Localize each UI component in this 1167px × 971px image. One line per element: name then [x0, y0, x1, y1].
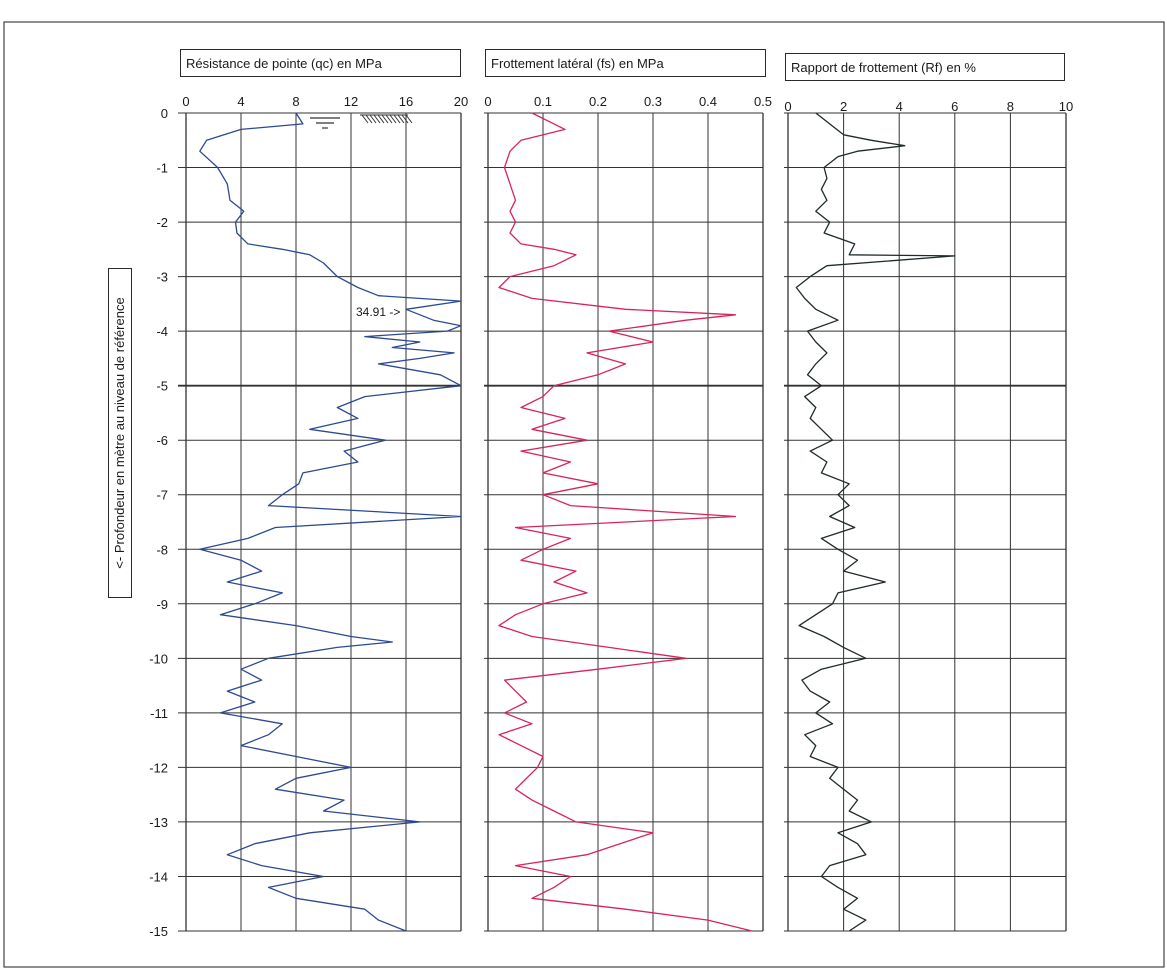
hatch-mark [385, 114, 393, 124]
x-tick-label: 0.4 [699, 94, 717, 109]
x-tick-label: 12 [344, 94, 358, 109]
hatch-mark [405, 114, 413, 124]
y-tick-label: -10 [149, 651, 168, 666]
x-tick-label: 0 [784, 99, 791, 114]
y-tick-label: -1 [156, 161, 168, 176]
hatch-mark [397, 114, 405, 124]
x-tick-label: 0.2 [589, 94, 607, 109]
hatch-mark [377, 114, 385, 124]
y-tick-label: -2 [156, 215, 168, 230]
series-line [498, 112, 753, 932]
y-tick-label: -9 [156, 597, 168, 612]
y-tick-label: -15 [149, 924, 168, 939]
hatch-mark [389, 114, 397, 124]
y-tick-label: -7 [156, 488, 168, 503]
annotation-text: 34.91 -> [356, 305, 400, 319]
x-tick-label: 10 [1059, 99, 1073, 114]
hatch-mark [401, 114, 409, 124]
x-tick-label: 16 [399, 94, 413, 109]
x-tick-label: 4 [237, 94, 244, 109]
panel-title-qc: Résistance de pointe (qc) en MPa [180, 49, 461, 77]
y-tick-label: 0 [161, 106, 168, 121]
hatch-mark [373, 114, 381, 124]
panel-title-rf: Rapport de frottement (Rf) en % [785, 53, 1065, 81]
y-tick-label: -11 [150, 706, 168, 721]
hatch-mark [393, 114, 401, 124]
x-tick-label: 6 [951, 99, 958, 114]
x-tick-label: 8 [1007, 99, 1014, 114]
x-tick-label: 8 [292, 94, 299, 109]
panel-title-fs: Frottement latéral (fs) en MPa [485, 49, 766, 77]
x-tick-label: 4 [896, 99, 903, 114]
x-tick-label: 2 [840, 99, 847, 114]
y-tick-label: -4 [156, 324, 168, 339]
x-tick-label: 0.5 [754, 94, 772, 109]
x-tick-label: 0.3 [644, 94, 662, 109]
y-tick-label: -6 [156, 433, 168, 448]
hatch-mark [381, 114, 389, 124]
series-line [199, 112, 462, 932]
x-tick-label: 0.1 [534, 94, 552, 109]
y-tick-label: -5 [156, 379, 168, 394]
x-tick-label: 0 [182, 94, 189, 109]
y-tick-label: -13 [149, 815, 168, 830]
y-tick-label: -3 [156, 270, 168, 285]
y-tick-label: -12 [149, 760, 168, 775]
y-tick-label: -8 [156, 542, 168, 557]
series-line [795, 112, 956, 932]
x-tick-label: 0 [484, 94, 491, 109]
hatch-mark [369, 114, 377, 124]
y-tick-label: -14 [149, 869, 168, 884]
hatch-mark [365, 114, 373, 124]
x-tick-label: 20 [454, 94, 468, 109]
hatch-mark [361, 114, 369, 124]
sheet-border [3, 21, 1165, 968]
